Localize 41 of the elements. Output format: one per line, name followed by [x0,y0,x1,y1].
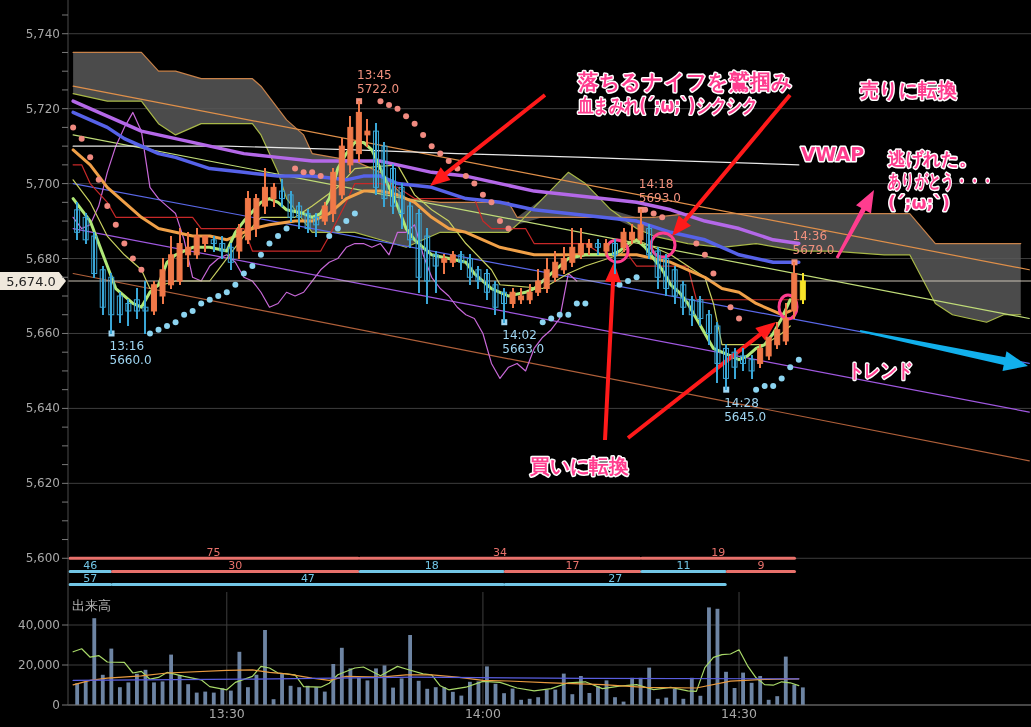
annotation: 46 [83,558,98,572]
series-label: VWAP [800,142,865,165]
annotation: 30 [228,558,243,572]
y-tick-label: 0 [52,698,60,712]
annotation: 逃げれた。 [888,148,977,170]
annotation: 34 [492,545,507,559]
x-tick-label: 14:00 [464,706,501,722]
annotation: 13:16 5660.0 [109,339,152,368]
annotation: 血まみれ(´;ω;`)シクシク [577,94,757,117]
annotation: 75 [206,545,221,559]
y-tick-label: 5,700 [25,176,60,191]
annotation: 13:45 5722.0 [357,68,400,97]
y-tick-label: 20,000 [18,658,60,672]
annotation: ありがとう・・・ [888,169,995,192]
annotation: 買いに転換 [529,454,629,479]
annotation: 11 [676,558,691,572]
annotation: 9 [757,558,765,572]
x-tick-label: 13:30 [208,706,245,722]
annotation: 落ちるナイフを鷲掴み [577,69,793,95]
ref-line-label: 5,674.0 [6,273,56,289]
y-tick-label: 40,000 [18,618,60,632]
y-tick-label: 5,600 [25,551,60,566]
y-tick-label: 5,640 [25,401,60,416]
annotation: 17 [565,558,580,572]
annotation: 47 [300,572,315,586]
annotation: 14:28 5645.0 [724,395,767,424]
y-tick-label: 5,660 [25,326,60,341]
y-tick-label: 5,740 [25,26,60,41]
annotation: (´;ω;`) [888,192,950,214]
y-tick-label: 5,720 [25,101,60,116]
annotation: 14:36 5679.0 [792,229,835,258]
annotation: 売りに転換 [860,78,958,103]
annotation: 18 [424,558,439,572]
y-tick-label: 5,620 [25,476,60,491]
annotation: トレンド [848,359,914,382]
text: 出来高 [72,597,111,615]
annotation: 19 [711,545,726,559]
annotation: 57 [83,572,98,586]
annotation: 27 [608,572,623,586]
x-tick-label: 14:30 [721,706,758,722]
y-tick-label: 5,680 [25,251,60,266]
